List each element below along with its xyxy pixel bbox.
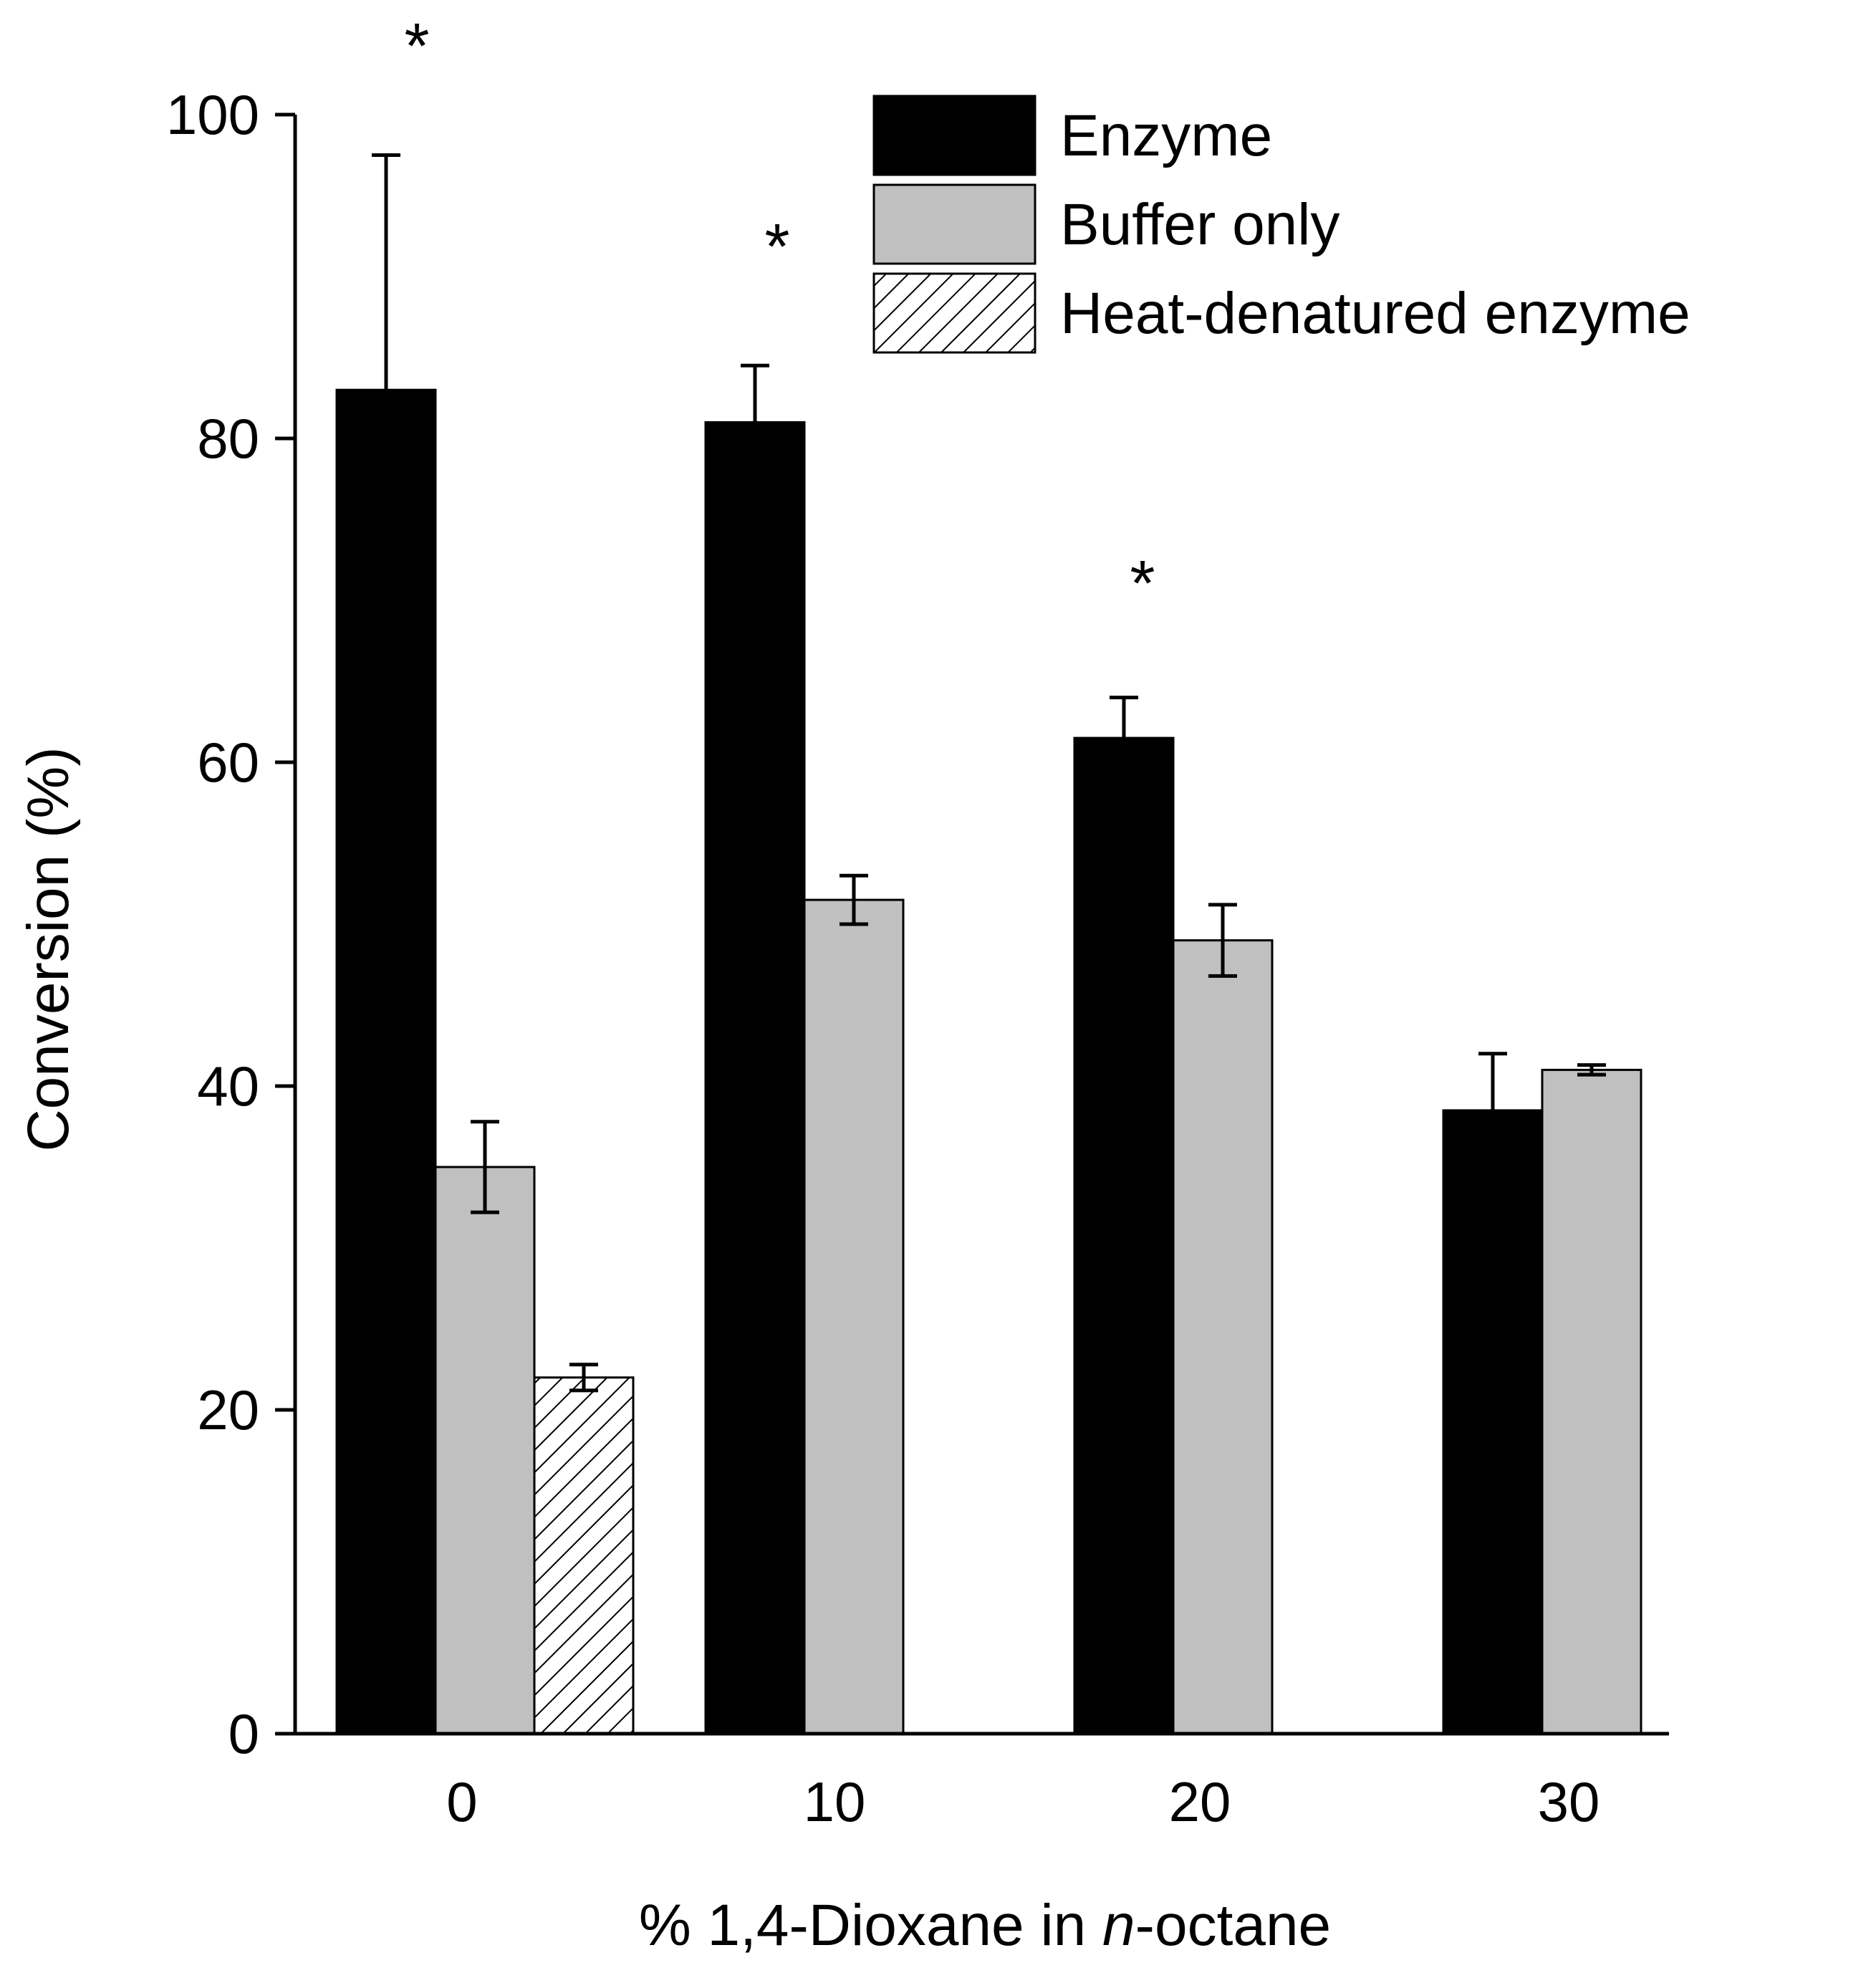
legend-label-0: Enzyme	[1060, 103, 1272, 168]
legend-swatch-2	[872, 272, 1036, 354]
x-tick-label-20: 20	[1169, 1770, 1231, 1833]
significance-annotations: * * *	[404, 11, 1155, 620]
significance-star-0: *	[404, 11, 429, 82]
x-tick-label-0: 0	[446, 1770, 477, 1833]
bar-buffer-only-0	[434, 1166, 536, 1735]
legend-label-1: Buffer only	[1060, 192, 1340, 257]
bar-enzyme-0	[335, 388, 437, 1735]
significance-star-10: *	[764, 211, 789, 283]
error-bars-layer	[372, 153, 1606, 1393]
bar-buffer-only-20	[1172, 939, 1274, 1735]
bars-layer	[335, 388, 1642, 1735]
x-axis-title-prefix: % 1,4-Dioxane in	[639, 1893, 1102, 1958]
x-axis-title-italic: n	[1102, 1893, 1135, 1958]
y-tick-label-100: 100	[166, 83, 259, 146]
y-tick-label-0: 0	[229, 1702, 259, 1765]
y-tick-label-60: 60	[197, 731, 259, 794]
x-ticks: 0 10 20 30	[446, 1770, 1600, 1833]
x-axis-title-suffix: -octane	[1135, 1893, 1332, 1958]
legend-swatch-0	[872, 95, 1036, 176]
bar-enzyme-10	[704, 421, 806, 1735]
legend-label-2: Heat-denatured enzyme	[1060, 281, 1690, 346]
legend-swatch-1	[872, 183, 1036, 265]
y-tick-label-20: 20	[197, 1378, 259, 1441]
bar-enzyme-30	[1442, 1109, 1544, 1735]
y-tick-label-80: 80	[197, 407, 259, 470]
x-tick-label-10: 10	[804, 1770, 866, 1833]
significance-star-20: *	[1130, 548, 1155, 620]
bar-heat-denatured-enzyme-0	[533, 1376, 635, 1735]
axes-layer	[293, 115, 1669, 1736]
bar-buffer-only-10	[803, 898, 905, 1735]
y-axis-title: Conversion (%)	[16, 746, 81, 1151]
x-axis-title: % 1,4-Dioxane in n-octane	[639, 1893, 1331, 1958]
x-tick-label-30: 30	[1538, 1770, 1600, 1833]
y-tick-label-40: 40	[197, 1055, 259, 1118]
legend: Enzyme Buffer only Heat-denatured enzyme	[872, 95, 1690, 354]
bar-enzyme-20	[1073, 736, 1175, 1735]
bar-buffer-only-30	[1541, 1068, 1642, 1735]
y-ticks: 0 20 40 60 80 100	[166, 83, 295, 1765]
